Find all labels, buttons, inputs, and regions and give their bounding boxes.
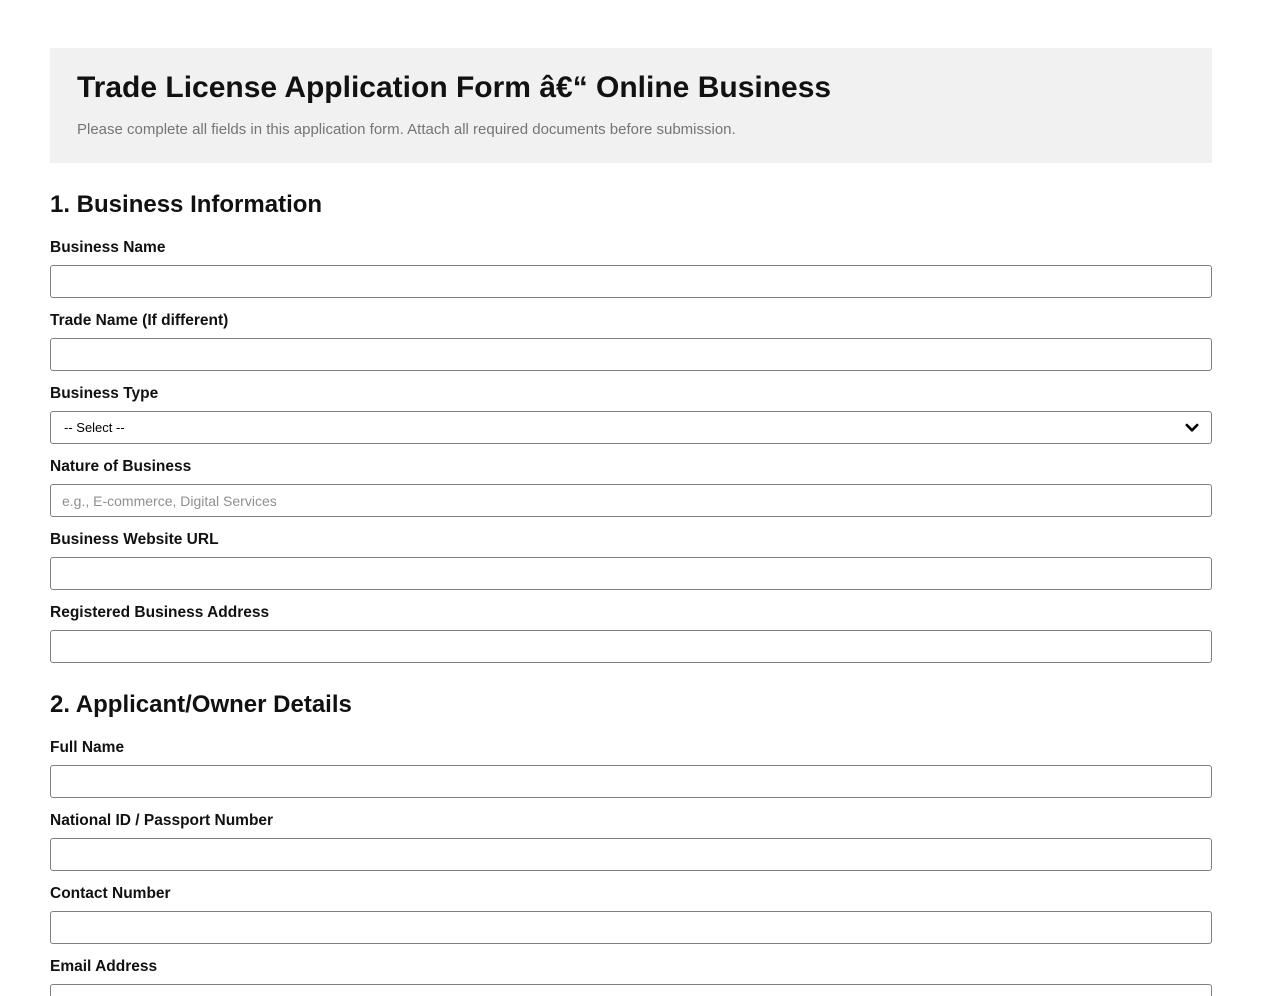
business-name-label: Business Name: [50, 239, 166, 256]
business-type-field: Business Type -- Select --: [50, 385, 1212, 444]
national-id-passport-label: National ID / Passport Number: [50, 812, 274, 829]
nature-of-business-field: Nature of Business: [50, 458, 1212, 517]
business-name-input[interactable]: [50, 265, 1212, 298]
registered-business-address-field: Registered Business Address: [50, 604, 1212, 663]
page-subtitle: Please complete all fields in this appli…: [77, 121, 736, 138]
trade-name-label: Trade Name (If different): [50, 312, 229, 329]
page-title: Trade License Application Form â€“ Onlin…: [77, 71, 832, 104]
registered-business-address-input[interactable]: [50, 630, 1212, 663]
business-website-url-label: Business Website URL: [50, 531, 219, 548]
business-name-field: Business Name: [50, 239, 1212, 298]
national-id-passport-input[interactable]: [50, 838, 1212, 871]
email-address-field: Email Address: [50, 958, 1212, 996]
full-name-label: Full Name: [50, 739, 125, 756]
contact-number-label: Contact Number: [50, 885, 171, 902]
email-address-label: Email Address: [50, 958, 158, 975]
section-title-applicant-owner-details: 2. Applicant/Owner Details: [50, 691, 352, 718]
contact-number-field: Contact Number: [50, 885, 1212, 944]
trade-name-field: Trade Name (If different): [50, 312, 1212, 371]
nature-of-business-label: Nature of Business: [50, 458, 192, 475]
full-name-field: Full Name: [50, 739, 1212, 798]
business-website-url-input[interactable]: [50, 557, 1212, 590]
registered-business-address-label: Registered Business Address: [50, 604, 270, 621]
full-name-input[interactable]: [50, 765, 1212, 798]
business-type-select[interactable]: -- Select --: [50, 411, 1212, 444]
contact-number-input[interactable]: [50, 911, 1212, 944]
email-address-input[interactable]: [50, 984, 1212, 996]
business-website-url-field: Business Website URL: [50, 531, 1212, 590]
trade-name-input[interactable]: [50, 338, 1212, 371]
form-header: Trade License Application Form â€“ Onlin…: [50, 48, 1212, 163]
section-title-business-information: 1. Business Information: [50, 191, 323, 218]
business-type-label: Business Type: [50, 385, 159, 402]
national-id-passport-field: National ID / Passport Number: [50, 812, 1212, 871]
nature-of-business-input[interactable]: [50, 484, 1212, 517]
